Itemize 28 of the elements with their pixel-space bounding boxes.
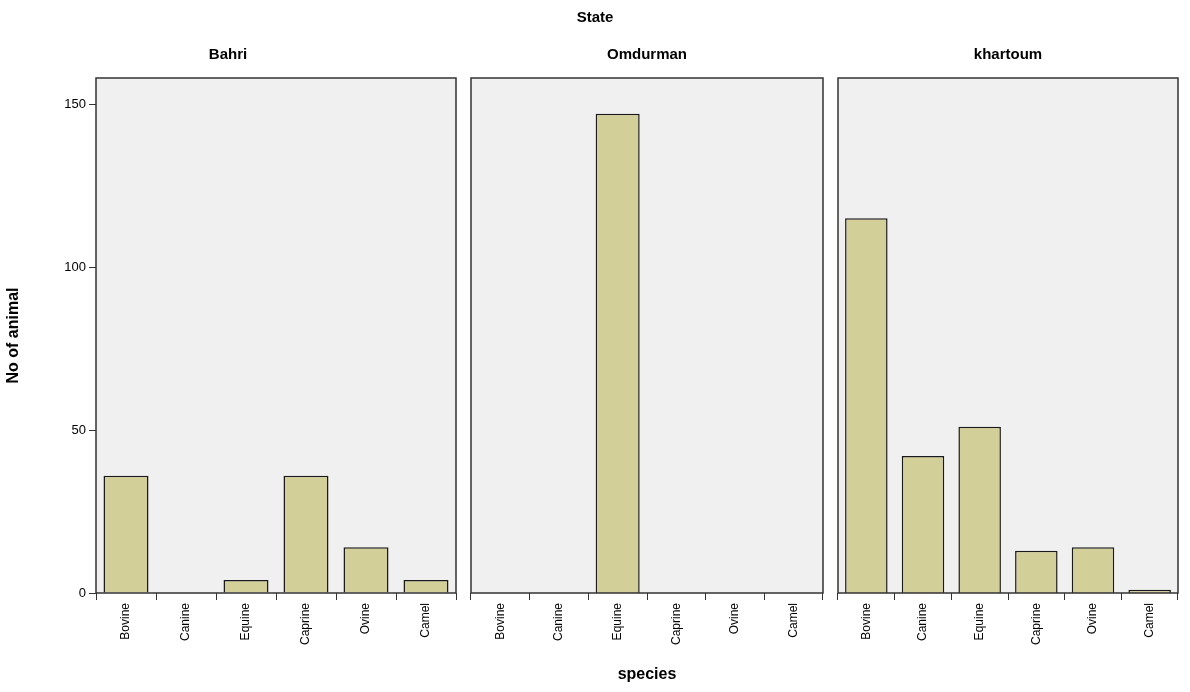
text: State	[575, 8, 615, 25]
x-tick-label: Camel	[418, 603, 433, 638]
y-tick-label: 150	[64, 95, 86, 111]
x-tick-label: Ovine	[727, 602, 742, 635]
x-tick-label: Bovine	[492, 602, 507, 640]
y-axis-title: No of animal	[4, 287, 22, 384]
chart-title: Omdurman	[606, 45, 688, 63]
x-tick-label: Canine	[551, 602, 566, 642]
x-tick-label: Camel	[1141, 603, 1156, 638]
x-tick-label: Equine	[971, 602, 986, 641]
x-tick-label: Ovine	[358, 602, 373, 635]
x-tick-label: Bovine	[118, 602, 133, 640]
y-tick-label: 100	[64, 258, 86, 274]
x-tick-label: Caprine	[1028, 602, 1043, 646]
x-tick-label: Caprine	[668, 602, 683, 646]
x-tick-label: Caprine	[298, 602, 313, 646]
x-tick-label: Canine	[915, 602, 930, 642]
chart-title: khartoum	[973, 45, 1043, 63]
x-tick-label: Camel	[785, 603, 800, 638]
x-tick-label: Ovine	[1085, 602, 1100, 635]
x-tick-label: Equine	[609, 602, 624, 641]
x-tick-label: Bovine	[858, 602, 873, 640]
x-axis-title: species	[617, 664, 677, 682]
x-tick-label: Canine	[178, 602, 193, 642]
chart-title: Bahri	[208, 45, 248, 63]
x-tick-label: Equine	[238, 602, 253, 641]
y-tick-label: 0	[78, 584, 86, 600]
y-tick-label: 50	[71, 421, 86, 437]
